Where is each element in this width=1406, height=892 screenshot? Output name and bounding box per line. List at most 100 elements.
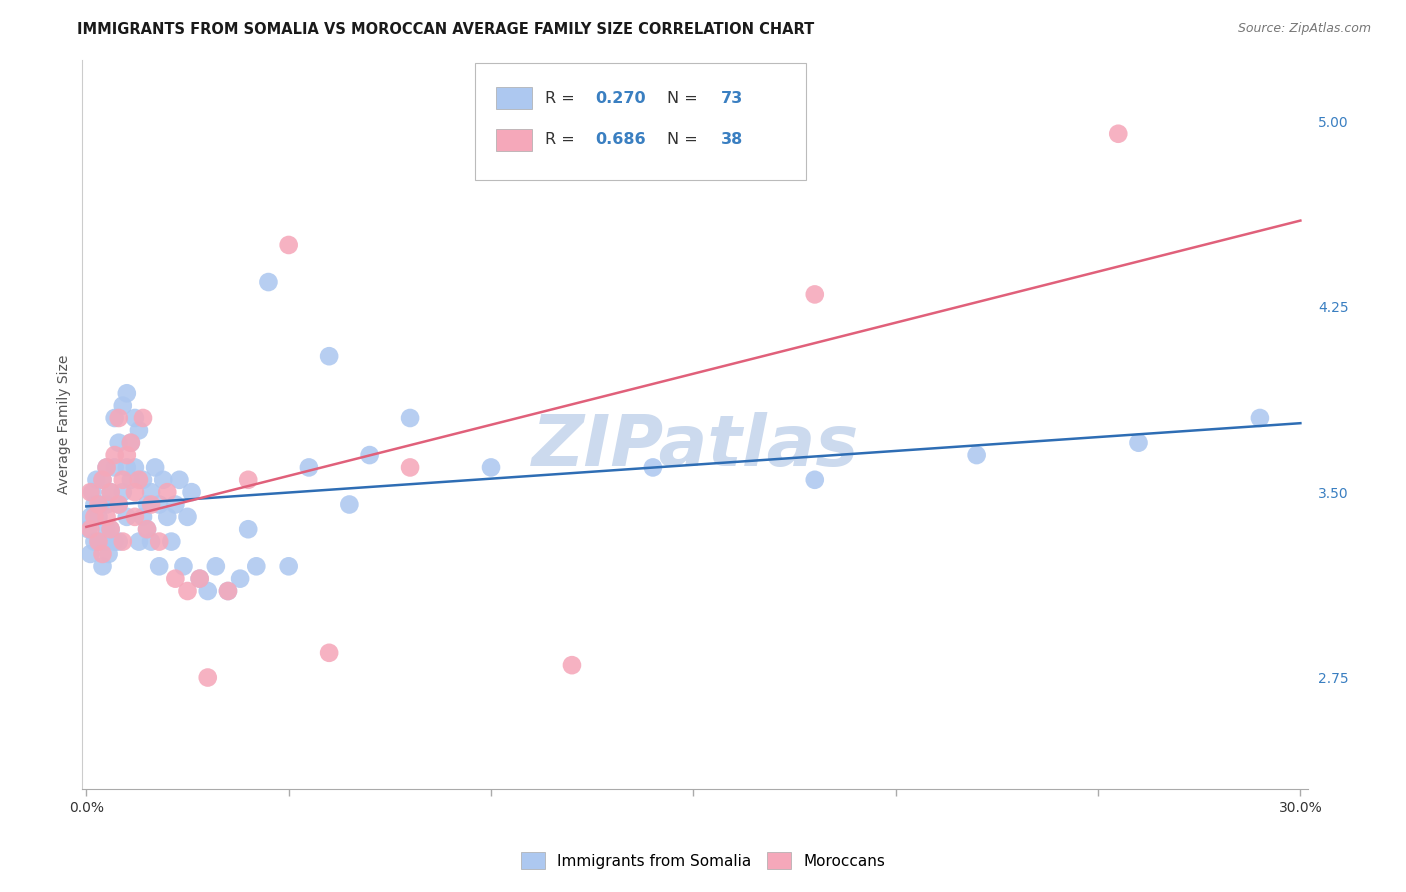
Point — [124, 460, 146, 475]
Point — [79, 522, 101, 536]
Point — [120, 435, 142, 450]
Text: N =: N = — [668, 132, 703, 147]
Point — [111, 485, 134, 500]
Point — [128, 473, 150, 487]
Point — [143, 460, 166, 475]
Point — [803, 287, 825, 301]
Point — [100, 485, 122, 500]
Point — [318, 646, 340, 660]
Point — [245, 559, 267, 574]
Point — [132, 411, 155, 425]
Point — [96, 509, 118, 524]
Point — [132, 473, 155, 487]
Point — [205, 559, 228, 574]
Point — [96, 522, 118, 536]
Point — [399, 411, 422, 425]
Point — [128, 423, 150, 437]
Point — [89, 498, 111, 512]
Point — [124, 509, 146, 524]
Point — [337, 498, 360, 512]
Point — [641, 460, 664, 475]
Point — [77, 522, 100, 536]
Point — [169, 473, 191, 487]
Point — [136, 498, 159, 512]
Text: R =: R = — [544, 91, 579, 106]
Point — [107, 498, 129, 512]
Point — [91, 559, 114, 574]
Point — [188, 572, 211, 586]
Point — [217, 584, 239, 599]
Point — [79, 509, 101, 524]
Point — [100, 522, 122, 536]
Text: 38: 38 — [721, 132, 744, 147]
Point — [83, 509, 105, 524]
Point — [87, 509, 110, 524]
Point — [107, 411, 129, 425]
Legend: Immigrants from Somalia, Moroccans: Immigrants from Somalia, Moroccans — [515, 846, 891, 875]
Point — [136, 522, 159, 536]
Point — [111, 399, 134, 413]
Point — [79, 485, 101, 500]
Point — [96, 498, 118, 512]
Point — [100, 485, 122, 500]
Point — [93, 534, 115, 549]
Point — [139, 498, 162, 512]
Point — [139, 534, 162, 549]
Point — [87, 534, 110, 549]
Text: 0.270: 0.270 — [595, 91, 645, 106]
Point — [87, 534, 110, 549]
Point — [107, 498, 129, 512]
Point — [91, 473, 114, 487]
Point — [97, 547, 120, 561]
Point — [165, 498, 187, 512]
Text: N =: N = — [668, 91, 703, 106]
Point — [104, 534, 127, 549]
Point — [79, 547, 101, 561]
FancyBboxPatch shape — [495, 87, 533, 109]
Point — [298, 460, 321, 475]
Text: R =: R = — [544, 132, 579, 147]
Text: IMMIGRANTS FROM SOMALIA VS MOROCCAN AVERAGE FAMILY SIZE CORRELATION CHART: IMMIGRANTS FROM SOMALIA VS MOROCCAN AVER… — [77, 22, 814, 37]
Point — [136, 522, 159, 536]
Point — [120, 473, 142, 487]
Point — [318, 349, 340, 363]
Point — [83, 534, 105, 549]
Text: Source: ZipAtlas.com: Source: ZipAtlas.com — [1237, 22, 1371, 36]
Point — [111, 534, 134, 549]
Point — [188, 572, 211, 586]
Point — [100, 522, 122, 536]
Point — [176, 584, 198, 599]
Point — [86, 473, 108, 487]
Point — [91, 473, 114, 487]
Point — [197, 584, 219, 599]
Point — [217, 584, 239, 599]
Point — [1107, 127, 1129, 141]
Point — [277, 559, 299, 574]
Point — [966, 448, 988, 462]
Point — [165, 572, 187, 586]
Point — [107, 534, 129, 549]
Y-axis label: Average Family Size: Average Family Size — [58, 354, 72, 494]
Point — [120, 435, 142, 450]
Point — [115, 509, 138, 524]
Point — [115, 460, 138, 475]
Point — [104, 448, 127, 462]
Point — [87, 498, 110, 512]
Point — [1249, 411, 1271, 425]
FancyBboxPatch shape — [475, 63, 806, 180]
Point — [148, 498, 170, 512]
Point — [561, 658, 583, 673]
Point — [399, 460, 422, 475]
Point — [83, 498, 105, 512]
Point — [148, 534, 170, 549]
Point — [229, 572, 252, 586]
Point — [156, 485, 179, 500]
Point — [156, 509, 179, 524]
Point — [128, 534, 150, 549]
Point — [96, 460, 118, 475]
Point — [115, 386, 138, 401]
Point — [104, 460, 127, 475]
Point — [277, 238, 299, 252]
Point — [160, 534, 183, 549]
Point — [180, 485, 202, 500]
